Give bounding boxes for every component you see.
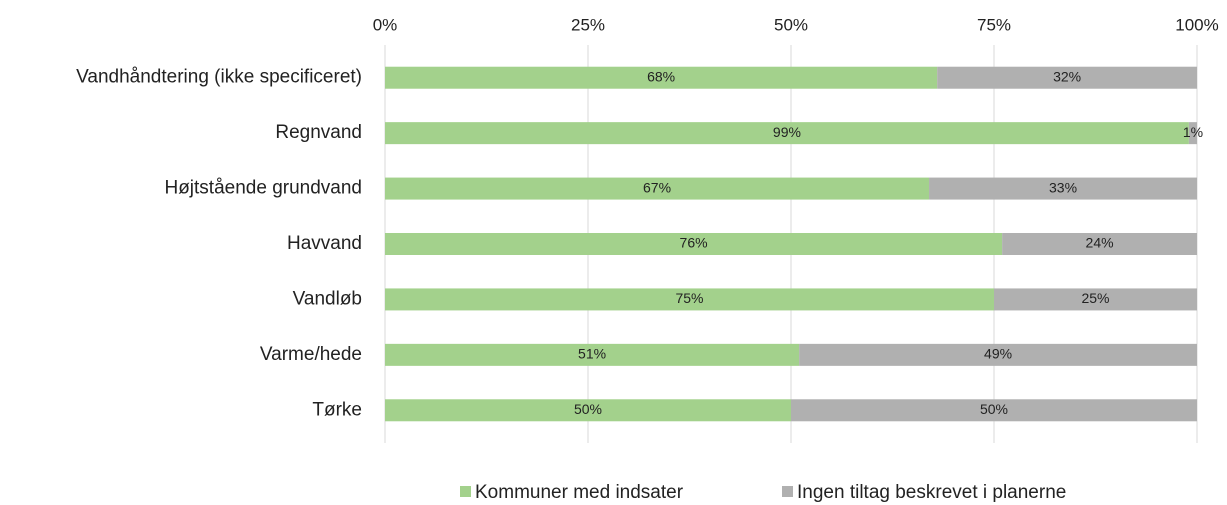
bar (1002, 233, 1197, 255)
data-label: 50% (574, 401, 602, 417)
x-tick-label: 50% (774, 15, 808, 34)
x-tick-label: 100% (1175, 15, 1218, 34)
y-tick-label: Varme/hede (260, 344, 362, 365)
data-label: 24% (1086, 235, 1114, 251)
data-label: 49% (984, 346, 1012, 362)
data-label: 32% (1053, 68, 1081, 84)
bar (1188, 122, 1197, 145)
bar (937, 66, 1197, 89)
bar (799, 343, 1197, 366)
legend-label: Kommuner med indsater (475, 482, 684, 503)
y-tick-label: Havvand (287, 233, 362, 254)
bar (385, 343, 800, 366)
x-tick-label: 25% (571, 15, 605, 34)
legend-swatch (782, 486, 793, 497)
data-label: 25% (1081, 290, 1109, 306)
bar (385, 122, 1189, 145)
data-label: 1% (1183, 124, 1203, 140)
data-label: 50% (980, 401, 1008, 417)
data-label: 67% (643, 179, 671, 195)
data-label: 75% (675, 290, 703, 306)
data-label: 76% (680, 235, 708, 251)
bar (994, 288, 1197, 311)
y-tick-label: Vandløb (293, 288, 362, 309)
bar (791, 399, 1197, 422)
y-tick-label: Tørke (312, 399, 362, 420)
bar (385, 66, 938, 89)
y-tick-label: Højtstående grundvand (164, 178, 362, 199)
bar (385, 399, 791, 422)
bar (385, 177, 930, 200)
x-tick-label: 0% (373, 15, 398, 34)
data-label: 68% (647, 68, 675, 84)
data-label: 33% (1049, 179, 1077, 195)
y-tick-label: Regnvand (275, 122, 362, 143)
y-tick-label: Vandhåndtering (ikke specificeret) (76, 67, 362, 88)
data-label: 99% (773, 124, 801, 140)
x-tick-label: 75% (977, 15, 1011, 34)
bar (929, 177, 1197, 200)
bar (385, 233, 1003, 255)
bar (385, 288, 994, 311)
data-label: 51% (578, 346, 606, 362)
legend-label: Ingen tiltag beskrevet i planerne (797, 482, 1066, 503)
legend-swatch (460, 486, 471, 497)
